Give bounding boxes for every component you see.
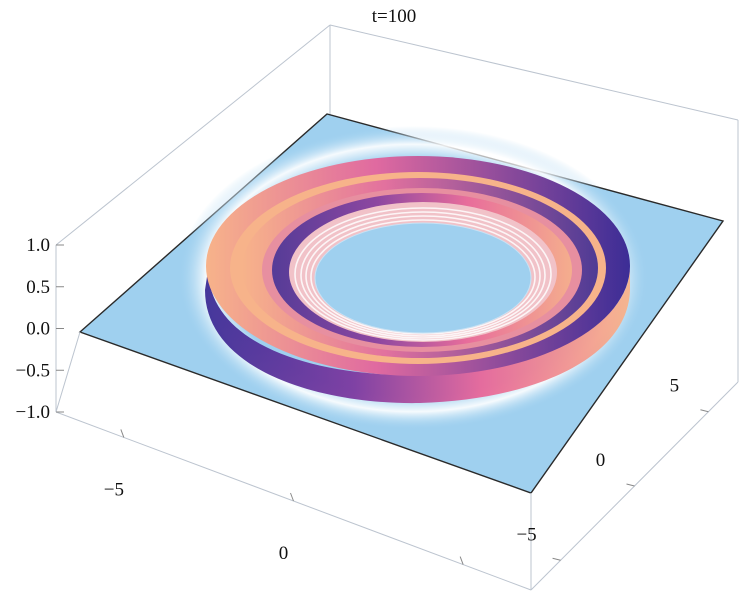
outer-band-front [205, 268, 630, 404]
y-tick-label: −5 [516, 524, 536, 545]
z-tick-label: 0.5 [26, 277, 50, 298]
inner-disk [314, 222, 532, 334]
x-tick [120, 429, 125, 438]
tick-labels: 1.00.50.0−0.5−1.0−50550−5 [16, 235, 680, 607]
z-tick-label: 1.0 [26, 235, 50, 256]
x-tick [459, 556, 464, 565]
ripple-rings [294, 207, 552, 341]
y-tick [700, 409, 709, 413]
z-tick-label: 0.0 [26, 319, 50, 340]
x-tick-label: 0 [279, 543, 289, 564]
tick-marks [56, 244, 709, 565]
y-tick [626, 483, 635, 487]
x-tick [290, 492, 294, 502]
x-tick-label: −5 [104, 479, 124, 500]
y-tick-label: 5 [670, 376, 680, 397]
plot-title: t=100 [372, 6, 417, 27]
z-tick-label: −0.5 [16, 360, 50, 381]
z-tick-label: −1.0 [16, 402, 50, 423]
y-tick-label: 0 [596, 450, 606, 471]
y-tick [552, 557, 561, 561]
